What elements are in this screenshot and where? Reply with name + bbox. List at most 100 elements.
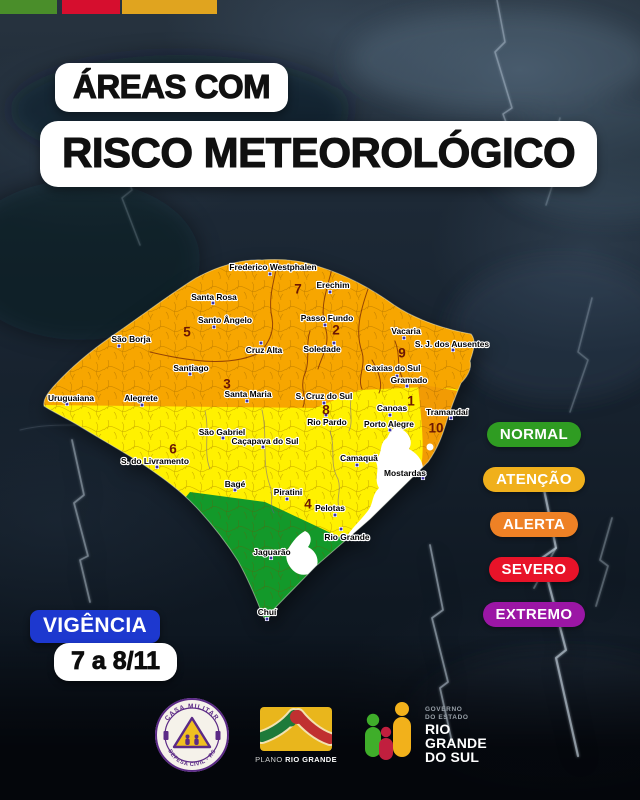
city-dot xyxy=(232,487,238,493)
city-dot xyxy=(394,373,400,379)
governo-logo-text: GOVERNO DO ESTADO RIO GRANDE DO SUL xyxy=(424,706,487,765)
city-label: Uruguaiana xyxy=(48,393,94,403)
vigencia-badge: VIGÊNCIA xyxy=(30,610,160,643)
region-number: 4 xyxy=(304,497,312,512)
city-dot xyxy=(332,512,338,518)
city-dot xyxy=(420,475,426,481)
top-bar-segment xyxy=(0,0,57,14)
city-label: Piratini xyxy=(274,487,302,497)
top-bar-segment xyxy=(122,0,217,14)
city-label: Tramandaí xyxy=(426,407,469,417)
region-number: 1 xyxy=(407,394,415,409)
city-dot xyxy=(284,496,290,502)
city-label: Santa Rosa xyxy=(191,292,237,302)
city-dot xyxy=(268,555,274,561)
city-dot xyxy=(264,616,270,622)
city-dot xyxy=(404,383,410,389)
governo-rs-logo: GOVERNO DO ESTADO RIO GRANDE DO SUL xyxy=(361,700,487,770)
city-dot xyxy=(448,415,454,421)
top-color-bar xyxy=(0,0,640,14)
city-dot xyxy=(244,398,250,404)
city-label: São Borja xyxy=(111,334,150,344)
defesa-civil-logo: CASA MILITAR DEFESA CIVIL - RS xyxy=(155,698,230,772)
city-label: Porto Alegre xyxy=(364,419,414,429)
city-dot xyxy=(387,427,393,433)
legend-pill-alerta: ALERTA xyxy=(489,512,579,537)
region-number: 8 xyxy=(322,403,330,418)
city-dot xyxy=(331,340,337,346)
city-dot xyxy=(154,464,160,470)
city-label: Alegrete xyxy=(124,393,158,403)
city-label: Pelotas xyxy=(315,503,345,513)
vigencia-dates: 7 a 8/11 xyxy=(54,643,177,681)
region-number: 6 xyxy=(169,442,177,457)
city-label: Caçapava do Sul xyxy=(231,436,298,446)
seal-triangle xyxy=(172,716,212,749)
city-dot xyxy=(322,322,328,328)
city-dot xyxy=(321,400,327,406)
municipal-texture xyxy=(43,259,475,619)
city-label: Santa Maria xyxy=(224,389,271,399)
region-number: 9 xyxy=(398,346,406,361)
governo-silhouettes xyxy=(364,702,411,760)
city-label: S. J. dos Ausentes xyxy=(415,339,489,349)
legend-pill-atenção: ATENÇÃO xyxy=(483,467,585,492)
city-label: Caxias do Sul xyxy=(366,363,421,373)
city-dot xyxy=(64,401,70,407)
city-dot xyxy=(267,271,273,277)
city-label: Rio Grande xyxy=(324,532,369,542)
city-label: Erechim xyxy=(316,280,349,290)
city-label: Jaguarão xyxy=(253,547,290,557)
city-dot xyxy=(450,347,456,353)
region-number: 7 xyxy=(294,282,302,297)
city-label: Bagé xyxy=(225,479,246,489)
city-dot xyxy=(327,289,333,295)
legend-pill-normal: NORMAL xyxy=(486,422,582,447)
city-dot xyxy=(323,412,329,418)
plano-logo-text: PLANO RIO GRANDE xyxy=(255,754,337,764)
city-label: Chuí xyxy=(258,607,277,617)
city-label: Camaquã xyxy=(340,453,378,463)
city-label: São Gabriel xyxy=(199,427,246,437)
top-bar-segment xyxy=(62,0,120,14)
city-label: Santiago xyxy=(173,363,208,373)
city-dot xyxy=(354,462,360,468)
city-label: S. do Livramento xyxy=(121,456,189,466)
plano-logo-mark xyxy=(260,706,333,751)
legend-pill-severo: SEVERO xyxy=(488,557,580,582)
city-dot xyxy=(220,435,226,441)
page-title-line1: ÁREAS COM xyxy=(55,63,289,112)
region-borders-north xyxy=(149,260,404,408)
plano-rio-grande-logo: PLANO RIO GRANDE xyxy=(255,706,337,764)
lagoa-dos-patos xyxy=(346,427,425,539)
city-dot xyxy=(211,324,217,330)
city-dot xyxy=(401,335,407,341)
page-title-line2: RISCO METEOROLÓGICO xyxy=(40,121,598,187)
city-label: Rio Pardo xyxy=(307,417,347,427)
footer-logos: CASA MILITAR DEFESA CIVIL - RS PLANO RIO… xyxy=(0,690,640,780)
seal-figures xyxy=(185,734,199,745)
region-number: 2 xyxy=(332,323,340,338)
city-label: Vacaria xyxy=(391,326,421,336)
city-dot xyxy=(139,402,145,408)
region-number: 5 xyxy=(183,325,191,340)
city-dot xyxy=(387,412,393,418)
city-dot xyxy=(187,371,193,377)
city-label: S. Cruz do Sul xyxy=(296,391,353,401)
city-label: Soledade xyxy=(303,344,341,354)
lagoa-mirim xyxy=(286,531,318,575)
city-label: Santo Ângelo xyxy=(198,314,252,325)
region-borders-south xyxy=(204,392,353,514)
city-dot xyxy=(116,343,122,349)
risk-legend: NORMAL ATENÇÃO ALERTA SEVERO EXTREMO xyxy=(473,422,595,627)
city-label: Canoas xyxy=(377,403,408,413)
city-label: Gramado xyxy=(391,375,428,385)
city-dot xyxy=(210,300,216,306)
city-label: Passo Fundo xyxy=(301,313,354,323)
city-label: Frederico Westphalen xyxy=(229,262,316,272)
seal-columns xyxy=(163,731,221,740)
region-number: 10 xyxy=(428,421,443,436)
